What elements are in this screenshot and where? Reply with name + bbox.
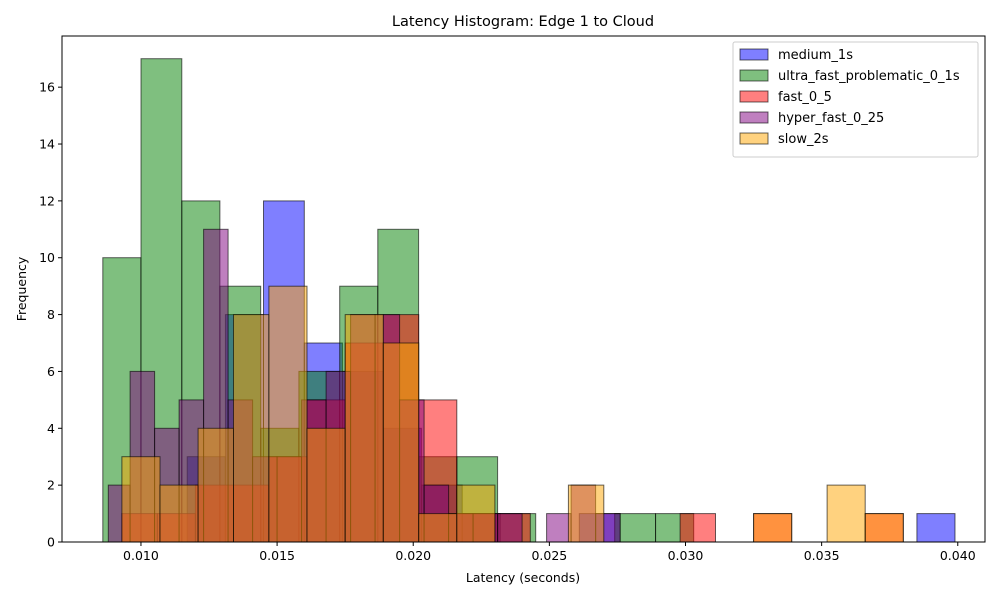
bar-slow_2s-7 [382, 342, 420, 543]
bar-slow_2s-2 [197, 427, 235, 543]
legend-label-medium_1s: medium_1s [778, 48, 853, 63]
bar-slow_2s-6 [344, 314, 384, 543]
x-tick-label-5: 0.035 [804, 548, 840, 563]
y-axis-ticks: 0 2 4 6 8 10 12 14 16 [39, 80, 62, 550]
legend-label-ultra_fast_problematic_0_1s: ultra_fast_problematic_0_1s [778, 69, 960, 84]
x-tick-label-3: 0.025 [531, 548, 567, 563]
chart-title: Latency Histogram: Edge 1 to Cloud [392, 14, 654, 30]
legend-swatch-slow_2s [739, 132, 769, 145]
y-tick-label-5: 10 [39, 250, 55, 265]
bar-slow_2s-13 [864, 513, 904, 543]
bar-slow_2s-9 [456, 484, 496, 543]
legend-box [732, 41, 979, 158]
bar-slow_2s-3 [233, 314, 270, 543]
y-tick-label-0: 0 [47, 535, 55, 550]
bar-medium_1s-9 [916, 513, 956, 543]
y-tick-label-1: 2 [47, 478, 55, 493]
y-axis-label: Frequency [14, 256, 29, 321]
x-tick-label-1: 0.015 [259, 548, 295, 563]
bar-slow_2s-1 [159, 484, 199, 543]
x-axis-ticks: 0.010 0.015 0.020 0.025 0.030 0.035 0.040 [123, 542, 976, 563]
bar-slow_2s-10 [567, 484, 605, 543]
bar-slow_2s-11 [753, 513, 793, 543]
bar-hyper_fast_0_25-17 [546, 513, 572, 543]
y-tick-label-2: 4 [47, 421, 55, 436]
bar-fast_0_5-11 [679, 513, 716, 543]
legend-swatch-ultra_fast_problematic_0_1s [739, 69, 769, 82]
legend-label-fast_0_5: fast_0_5 [778, 90, 832, 105]
x-axis-label: Latency (seconds) [466, 570, 580, 585]
y-tick-label-6: 12 [39, 193, 55, 208]
bars-layer [102, 58, 956, 543]
legend-swatch-medium_1s [739, 48, 769, 61]
bar-slow_2s-8 [418, 513, 458, 543]
bar-slow_2s-4 [268, 285, 308, 543]
y-tick-label-8: 16 [39, 80, 55, 95]
x-tick-label-6: 0.040 [940, 548, 976, 563]
bar-slow_2s-0 [121, 456, 161, 543]
legend-swatch-hyper_fast_0_25 [739, 111, 769, 124]
legend-swatch-fast_0_5 [739, 90, 769, 103]
bar-slow_2s-5 [306, 427, 346, 543]
bar-ultra_fast_problematic_0_1s-11 [614, 513, 657, 543]
x-tick-label-0: 0.010 [123, 548, 159, 563]
y-tick-label-7: 14 [39, 137, 55, 152]
bar-slow_2s-12 [826, 484, 866, 543]
x-tick-label-2: 0.020 [395, 548, 431, 563]
y-tick-label-4: 8 [47, 307, 55, 322]
plot-frame [61, 35, 986, 543]
y-tick-label-3: 6 [47, 364, 55, 379]
legend: medium_1s ultra_fast_problematic_0_1sfast… [732, 41, 979, 158]
bar-hyper_fast_0_25-16 [497, 513, 523, 543]
legend-label-slow_2s: slow_2s [778, 132, 829, 147]
x-tick-label-4: 0.030 [668, 548, 704, 563]
legend-label-hyper_fast_0_25: hyper_fast_0_25 [778, 111, 884, 126]
